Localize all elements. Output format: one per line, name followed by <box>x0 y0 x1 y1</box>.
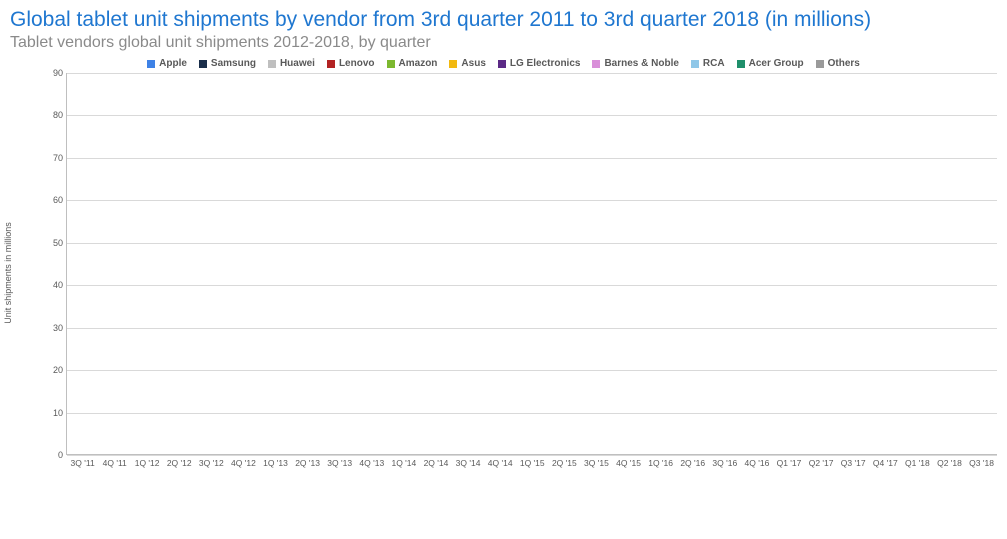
x-tick-label: 2Q '12 <box>167 455 190 473</box>
x-tick-label: Q2 '18 <box>937 455 960 473</box>
x-tick-label: 4Q '12 <box>231 455 254 473</box>
y-tick-label: 10 <box>53 408 67 418</box>
y-tick-label: 60 <box>53 195 67 205</box>
x-tick-label: 2Q '14 <box>424 455 447 473</box>
x-axis: 3Q '11 4Q '11 1Q '12 2Q '12 3Q '12 4Q '12 1Q '… <box>66 454 997 473</box>
chart-subtitle: Tablet vendors global unit shipments 201… <box>10 34 997 52</box>
y-tick-label: 40 <box>53 280 67 290</box>
plot-area: 0102030405060708090 <box>66 73 997 455</box>
legend-swatch <box>737 60 745 68</box>
gridline <box>67 370 997 371</box>
y-tick-label: 20 <box>53 365 67 375</box>
x-tick-label: 4Q '16 <box>745 455 768 473</box>
gridline <box>67 200 997 201</box>
y-axis-label: Unit shipments in millions <box>3 222 13 324</box>
legend-item: Asus <box>449 58 485 69</box>
x-tick-label: Q3 '17 <box>841 455 864 473</box>
y-tick-label: 70 <box>53 153 67 163</box>
x-tick-label: Q2 '17 <box>809 455 832 473</box>
legend-swatch <box>147 60 155 68</box>
bars-container <box>67 73 997 455</box>
x-tick-label: 4Q '14 <box>488 455 511 473</box>
legend-label: RCA <box>703 58 725 69</box>
legend-item: Others <box>816 58 860 69</box>
x-tick-label: 4Q '15 <box>616 455 639 473</box>
x-tick-label: Q1 '17 <box>777 455 800 473</box>
y-tick-label: 90 <box>53 68 67 78</box>
x-tick-label: 3Q '12 <box>199 455 222 473</box>
legend-swatch <box>592 60 600 68</box>
x-tick-label: 1Q '12 <box>135 455 158 473</box>
legend-swatch <box>199 60 207 68</box>
gridline <box>67 328 997 329</box>
legend-label: Acer Group <box>749 58 804 69</box>
legend: Apple Samsung Huawei Lenovo Amazon Asus LG Ele… <box>0 58 1007 69</box>
gridline <box>67 158 997 159</box>
x-tick-label: 1Q '15 <box>520 455 543 473</box>
legend-label: LG Electronics <box>510 58 581 69</box>
legend-label: Amazon <box>399 58 438 69</box>
legend-swatch <box>816 60 824 68</box>
x-tick-label: Q4 '17 <box>873 455 896 473</box>
x-tick-label: Q1 '18 <box>905 455 928 473</box>
legend-swatch <box>268 60 276 68</box>
chart-area: Unit shipments in millions 0102030405060… <box>48 73 997 473</box>
legend-item: Acer Group <box>737 58 804 69</box>
x-tick-label: 2Q '16 <box>680 455 703 473</box>
legend-item: LG Electronics <box>498 58 581 69</box>
legend-item: Barnes & Noble <box>592 58 678 69</box>
x-tick-label: 3Q '15 <box>584 455 607 473</box>
x-tick-label: 3Q '11 <box>71 455 94 473</box>
x-tick-label: 3Q '16 <box>712 455 735 473</box>
legend-swatch <box>327 60 335 68</box>
legend-item: Lenovo <box>327 58 375 69</box>
legend-label: Barnes & Noble <box>604 58 678 69</box>
legend-swatch <box>449 60 457 68</box>
gridline <box>67 73 997 74</box>
legend-label: Apple <box>159 58 187 69</box>
legend-item: RCA <box>691 58 725 69</box>
legend-item: Apple <box>147 58 187 69</box>
x-tick-label: 2Q '13 <box>295 455 318 473</box>
x-tick-label: 4Q '11 <box>103 455 126 473</box>
gridline <box>67 285 997 286</box>
legend-label: Samsung <box>211 58 256 69</box>
legend-item: Huawei <box>268 58 315 69</box>
legend-item: Samsung <box>199 58 256 69</box>
gridline <box>67 243 997 244</box>
gridline <box>67 115 997 116</box>
legend-label: Lenovo <box>339 58 375 69</box>
x-tick-label: 4Q '13 <box>359 455 382 473</box>
legend-label: Others <box>828 58 860 69</box>
x-tick-label: 2Q '15 <box>552 455 575 473</box>
x-tick-label: 1Q '16 <box>648 455 671 473</box>
x-tick-label: 3Q '14 <box>456 455 479 473</box>
legend-label: Huawei <box>280 58 315 69</box>
chart-title: Global tablet unit shipments by vendor f… <box>10 8 997 32</box>
gridline <box>67 413 997 414</box>
y-tick-label: 30 <box>53 323 67 333</box>
x-tick-label: 1Q '13 <box>263 455 286 473</box>
legend-swatch <box>387 60 395 68</box>
legend-swatch <box>498 60 506 68</box>
legend-item: Amazon <box>387 58 438 69</box>
y-tick-label: 80 <box>53 110 67 120</box>
legend-swatch <box>691 60 699 68</box>
x-tick-label: 3Q '13 <box>327 455 350 473</box>
x-tick-label: Q3 '18 <box>969 455 992 473</box>
y-tick-label: 50 <box>53 238 67 248</box>
legend-label: Asus <box>461 58 485 69</box>
x-tick-label: 1Q '14 <box>391 455 414 473</box>
